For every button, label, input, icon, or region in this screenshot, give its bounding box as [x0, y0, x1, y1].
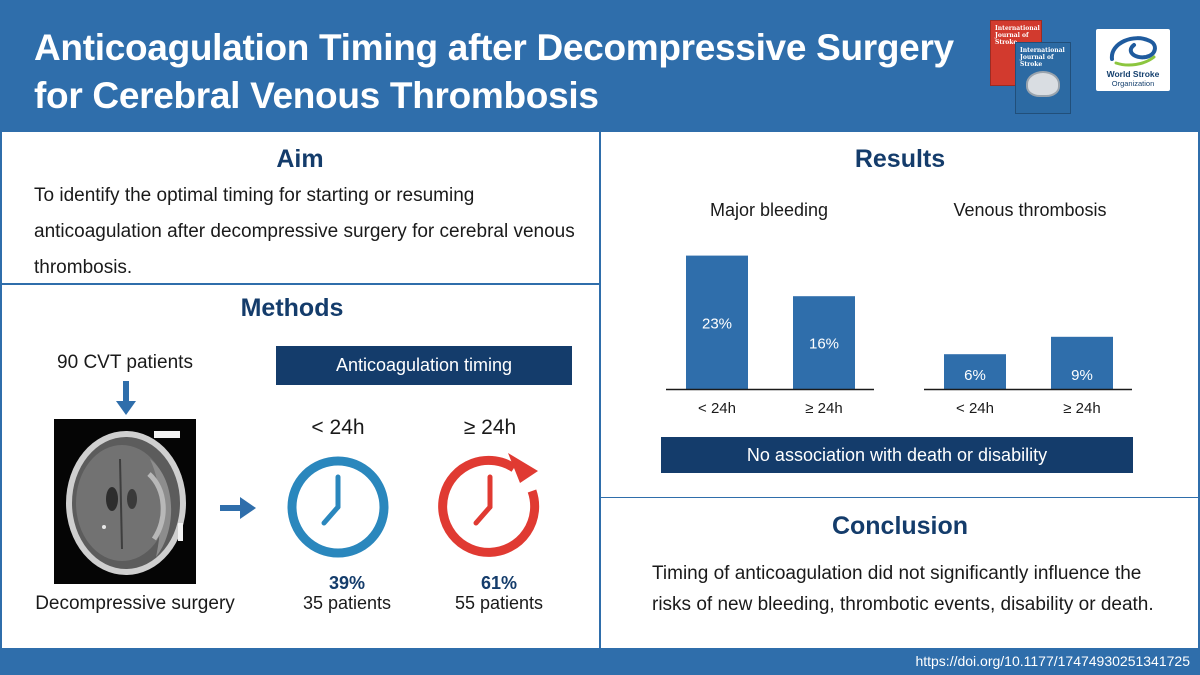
group-label-lt24: < 24h	[311, 416, 365, 439]
logo-org: Organization	[1111, 79, 1155, 88]
bar-value-label-0: 23%	[702, 315, 732, 332]
category-label-0: < 24h	[956, 400, 994, 417]
wso-swirl-icon	[1109, 36, 1157, 67]
results-heading: Results	[854, 145, 946, 173]
category-label-1: ≥ 24h	[805, 400, 842, 417]
aim-heading: Aim	[276, 145, 324, 173]
footer-bar: https://doi.org/10.1177/1747493025134172…	[0, 648, 1200, 675]
doi-link[interactable]: https://doi.org/10.1177/1747493025134172…	[915, 653, 1190, 669]
bar-value-label-1: 9%	[1071, 367, 1093, 384]
aim-methods-divider	[0, 283, 600, 285]
bar-0	[686, 255, 748, 389]
conclusion-heading: Conclusion	[831, 512, 969, 540]
bar-0	[944, 354, 1006, 389]
patient-count: 90 CVT patients	[57, 352, 193, 373]
chart-title-thrombosis: Venous thrombosis	[953, 200, 1107, 220]
bar-value-label-0: 6%	[964, 367, 986, 384]
timing-header-box: Anticoagulation timing	[276, 346, 572, 385]
thrombosis-chart: 6% < 24h 9% ≥ 24h	[924, 336, 1132, 417]
logo-name: World Stroke	[1106, 69, 1160, 79]
group-label-ge24: ≥ 24h	[463, 416, 517, 439]
category-label-0: < 24h	[698, 400, 736, 417]
bleeding-chart: 23% < 24h 16% ≥ 24h	[666, 255, 874, 417]
ct-image-label: Decompressive surgery	[35, 593, 235, 614]
clock-refresh-icon	[438, 453, 540, 557]
journal-cover-blue: International Journal of Stroke	[1015, 42, 1071, 114]
group-percent-lt24: 39%	[328, 573, 366, 593]
group-percent-ge24: 61%	[480, 573, 518, 593]
bar-value-label-1: 16%	[809, 336, 839, 353]
journal-cover-title-2: International Journal of Stroke	[1020, 47, 1065, 68]
right-arrow-icon	[220, 497, 256, 519]
world-stroke-logo: World Stroke Organization	[1096, 29, 1170, 91]
category-label-1: ≥ 24h	[1063, 400, 1100, 417]
chart-title-bleeding: Major bleeding	[709, 200, 829, 220]
vertical-divider	[599, 132, 601, 648]
header-banner: Anticoagulation Timing after Decompressi…	[0, 0, 1200, 132]
results-conclusion-divider	[600, 497, 1200, 498]
brain-icon	[1026, 71, 1060, 97]
page-title: Anticoagulation Timing after Decompressi…	[34, 24, 974, 120]
no-association-box: No association with death or disability	[661, 437, 1133, 473]
group-patients-lt24: 35 patients	[302, 593, 392, 613]
right-border	[1198, 132, 1200, 648]
conclusion-text: Timing of anticoagulation did not signif…	[652, 563, 1154, 615]
aim-text: To identify the optimal timing for start…	[34, 185, 575, 278]
ct-scan-image	[54, 419, 196, 584]
journal-cover-title: International Journal of Stroke	[995, 25, 1040, 46]
title-line-2: for Cerebral Venous Thrombosis	[34, 75, 599, 116]
left-border	[0, 132, 2, 648]
title-line-1: Anticoagulation Timing after Decompressi…	[34, 27, 954, 68]
bar-1	[793, 296, 855, 389]
group-patients-ge24: 55 patients	[454, 593, 544, 613]
down-arrow-icon	[116, 381, 136, 415]
ct-scan-graphic	[54, 419, 196, 584]
methods-heading: Methods	[240, 294, 344, 322]
bar-1	[1051, 336, 1113, 389]
clock-icon	[287, 456, 389, 558]
